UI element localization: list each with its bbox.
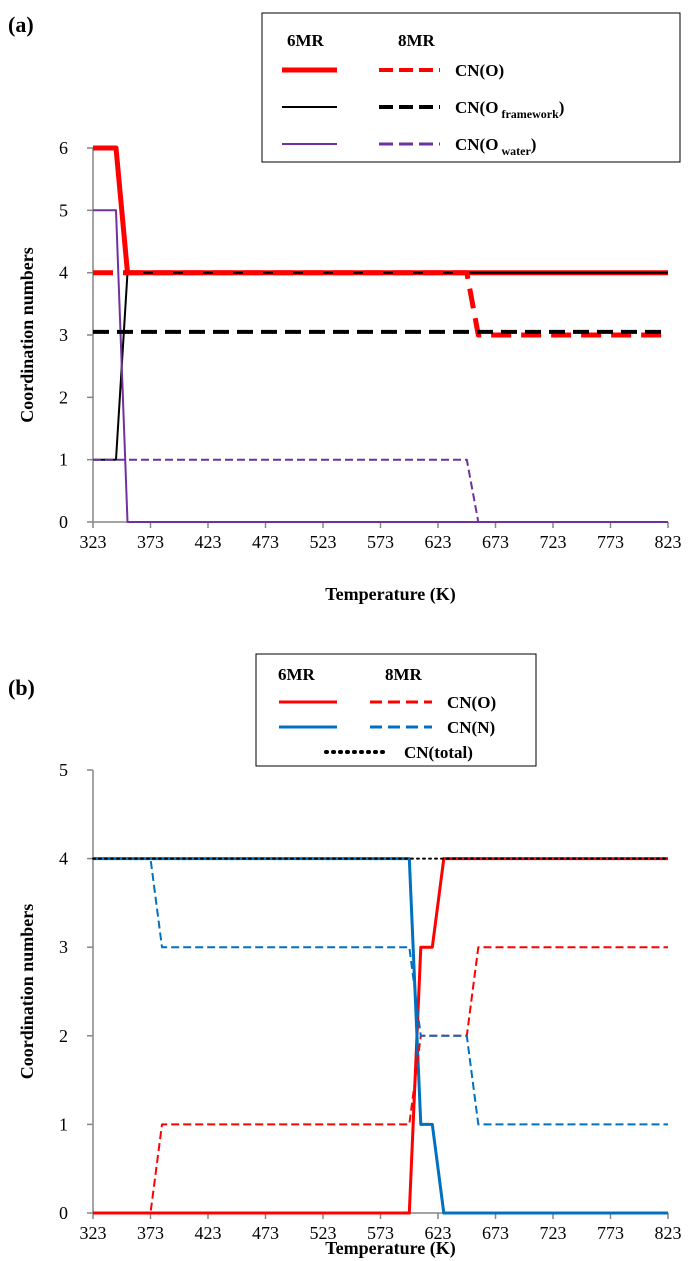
x-tick-label: 323 — [80, 1223, 107, 1243]
x-tick-label: 523 — [310, 532, 337, 552]
x-tick-label: 623 — [425, 532, 452, 552]
y-tick-label: 5 — [59, 200, 68, 220]
legend-label: CN(N) — [447, 718, 495, 737]
y-tick-label: 2 — [59, 387, 68, 407]
series-line-8mr-cn-n — [93, 857, 668, 1126]
x-tick-label: 473 — [252, 532, 279, 552]
legend-header-6mr: 6MR — [287, 31, 325, 50]
legend-label: CN(O framework) — [455, 98, 564, 121]
y-tick-label: 3 — [59, 325, 68, 345]
x-tick-label: 323 — [80, 532, 107, 552]
series-line-8mr-cn-o-water — [93, 458, 668, 523]
y-tick-label: 2 — [59, 1026, 68, 1046]
x-tick-label: 823 — [655, 1223, 682, 1243]
legend-box — [261, 12, 681, 163]
x-tick-label: 473 — [252, 1223, 279, 1243]
y-axis-title: Coordination numbers — [17, 247, 37, 423]
x-axis-title: Temperature (K) — [325, 1238, 455, 1259]
x-tick-label: 673 — [482, 1223, 509, 1243]
x-tick-label: 523 — [310, 1223, 337, 1243]
y-tick-label: 0 — [59, 512, 68, 532]
legend-header-8mr: 8MR — [398, 31, 436, 50]
x-tick-label: 373 — [137, 532, 164, 552]
y-tick-label: 4 — [59, 263, 68, 283]
legend-label: CN(O) — [447, 693, 496, 712]
x-tick-label: 773 — [597, 532, 624, 552]
legend-label: CN(O water) — [455, 135, 536, 158]
series-line-8mr-cn-o — [93, 270, 668, 338]
x-tick-label: 573 — [367, 1223, 394, 1243]
y-tick-label: 5 — [59, 760, 68, 780]
y-tick-label: 0 — [59, 1203, 68, 1223]
x-tick-label: 673 — [482, 532, 509, 552]
series-line-6mr-cn-o-framework — [93, 271, 668, 461]
chart-panel-0: (a) 0 1 2 3 4 5 6 323 373 423 473 523 573 623 673 723 773… — [8, 12, 682, 605]
legend-header-8mr: 8MR — [385, 665, 423, 684]
series-line-6mr-cn-o — [93, 145, 668, 276]
legend: 6MR 8MR CN(O) CN(N) CN(total) — [255, 653, 537, 767]
chart-panel-1: (b) 0 1 2 3 4 5 323 373 423 473 523 573 623 673 723 773 8… — [8, 653, 682, 1259]
series-line-8mr-cn-o — [93, 946, 668, 1214]
series-line-6mr-cn-o — [93, 857, 668, 1215]
series-line-6mr-cn-o-water — [93, 209, 668, 523]
x-tick-label: 573 — [367, 532, 394, 552]
legend-label: CN(O) — [455, 61, 504, 80]
x-tick-label: 723 — [540, 1223, 567, 1243]
x-tick-label: 723 — [540, 532, 567, 552]
y-tick-label: 1 — [59, 1114, 68, 1134]
x-tick-label: 423 — [195, 532, 222, 552]
x-tick-label: 823 — [655, 532, 682, 552]
y-axis-title: Coordination numbers — [17, 904, 37, 1080]
legend-box — [255, 653, 537, 767]
x-axis-title: Temperature (K) — [325, 584, 455, 605]
y-tick-label: 4 — [59, 849, 68, 869]
panel-label: (a) — [8, 12, 34, 37]
legend-header-6mr: 6MR — [278, 665, 316, 684]
x-tick-label: 623 — [425, 1223, 452, 1243]
panel-label: (b) — [8, 675, 35, 700]
x-tick-label: 773 — [597, 1223, 624, 1243]
legend-label: CN(total) — [404, 743, 473, 762]
legend: 6MR 8MR CN(O) CN(O framework) CN(O water) — [261, 12, 681, 163]
y-tick-label: 3 — [59, 937, 68, 957]
x-tick-label: 373 — [137, 1223, 164, 1243]
series-line-6mr-cn-n — [93, 857, 668, 1215]
y-tick-label: 1 — [59, 450, 68, 470]
x-tick-label: 423 — [195, 1223, 222, 1243]
y-tick-label: 6 — [59, 138, 68, 158]
